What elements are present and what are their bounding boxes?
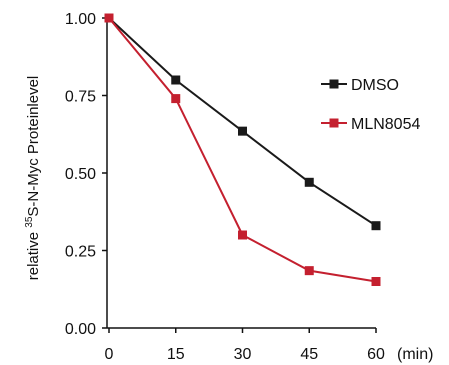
data-point-mln8054: [104, 13, 114, 23]
series-mln8054: [104, 13, 381, 286]
legend-label: MLN8054: [351, 116, 420, 133]
x-ticks: 0 15 30 45 60: [105, 328, 385, 363]
data-point-dmso: [171, 75, 181, 85]
y-axis-label-superscript: 35: [24, 216, 35, 228]
y-ticks: 0.00 0.25 0.50 0.75 1.00: [65, 11, 107, 338]
data-point-mln8054: [304, 266, 314, 276]
x-tick-label: 45: [300, 346, 318, 363]
data-point-dmso: [371, 221, 381, 231]
x-tick-label: 60: [367, 346, 385, 363]
x-axis-unit: (min): [397, 346, 433, 363]
y-tick-label: 0.50: [65, 166, 96, 183]
y-axis-label: relative 35S-N-Myc Proteinlevel: [24, 76, 42, 281]
series-layer: [104, 13, 381, 286]
data-point-mln8054: [238, 230, 247, 240]
y-tick-label: 0.25: [65, 244, 96, 261]
series-line-mln8054: [108, 17, 377, 283]
y-tick-label: 1.00: [65, 11, 96, 28]
y-tick-label: 0.00: [65, 321, 96, 338]
legend-item-dmso: DMSO: [321, 77, 399, 94]
x-tick-label: 30: [234, 346, 252, 363]
x-tick-label: 15: [167, 346, 185, 363]
legend-label: DMSO: [351, 77, 399, 94]
data-point-mln8054: [171, 94, 181, 104]
legend-marker: [329, 79, 339, 89]
x-tick-label: 0: [105, 346, 114, 363]
data-point-mln8054: [371, 277, 381, 286]
data-point-dmso: [238, 126, 247, 136]
y-axis-label-prefix: relative: [25, 228, 42, 281]
legend: DMSO MLN8054: [321, 77, 420, 133]
legend-marker: [329, 118, 339, 128]
y-axis-label-main: S-N-Myc Proteinlevel: [25, 76, 42, 217]
y-tick-label: 0.75: [65, 89, 96, 106]
data-point-dmso: [304, 177, 314, 187]
legend-item-mln8054: MLN8054: [321, 116, 420, 133]
series-dmso: [104, 13, 381, 231]
